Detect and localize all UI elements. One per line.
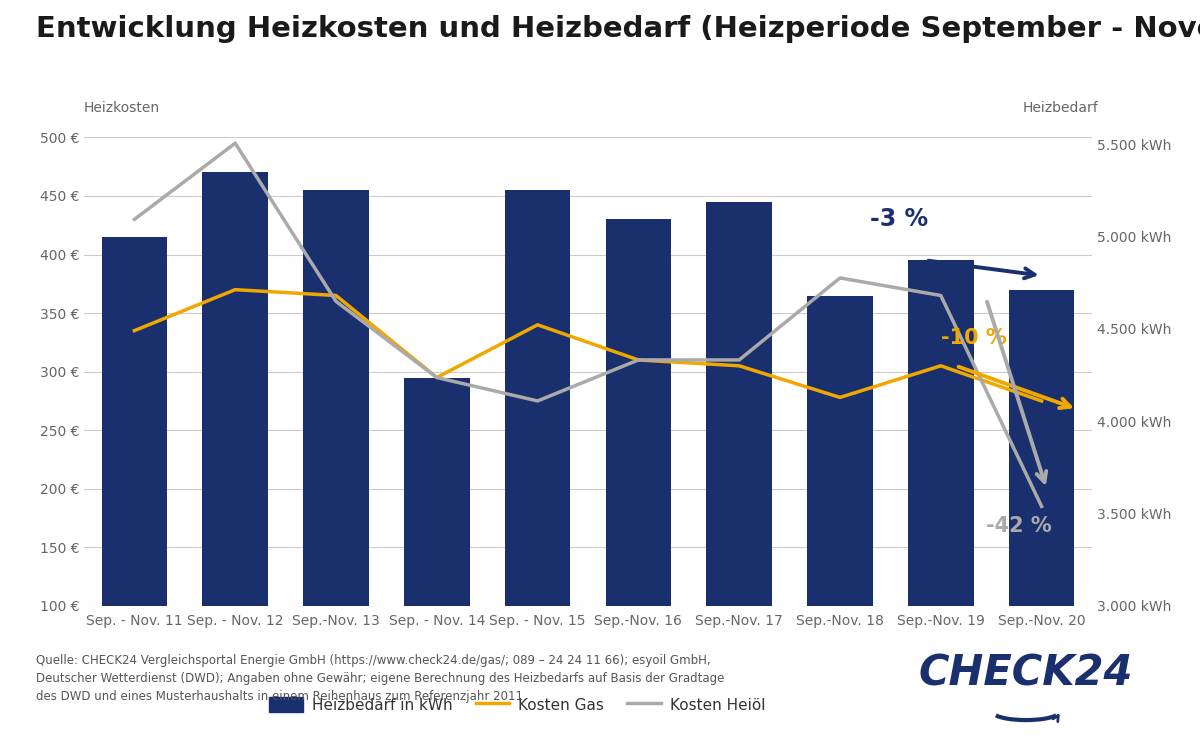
Text: Entwicklung Heizkosten und Heizbedarf (Heizperiode September - November): Entwicklung Heizkosten und Heizbedarf (H… (36, 15, 1200, 43)
Bar (1009, 290, 1074, 723)
Bar (304, 190, 368, 723)
Text: -3 %: -3 % (870, 207, 929, 231)
Bar (707, 202, 772, 723)
Bar (808, 296, 872, 723)
Bar (404, 378, 469, 723)
Text: CHECK24: CHECK24 (919, 653, 1133, 695)
Text: Heizbedarf: Heizbedarf (1022, 101, 1098, 115)
Bar (102, 237, 167, 723)
Legend: Heizbedarf in kWh, Kosten Gas, Kosten Heiöl: Heizbedarf in kWh, Kosten Gas, Kosten He… (263, 690, 772, 719)
Text: Heizkosten: Heizkosten (84, 101, 160, 115)
Bar (203, 172, 268, 723)
Text: -10 %: -10 % (941, 328, 1007, 348)
Bar (606, 219, 671, 723)
Bar (505, 190, 570, 723)
Text: Quelle: CHECK24 Vergleichsportal Energie GmbH (https://www.check24.de/gas/; 089 : Quelle: CHECK24 Vergleichsportal Energie… (36, 654, 725, 703)
Bar (908, 260, 973, 723)
Text: -42 %: -42 % (986, 516, 1052, 536)
